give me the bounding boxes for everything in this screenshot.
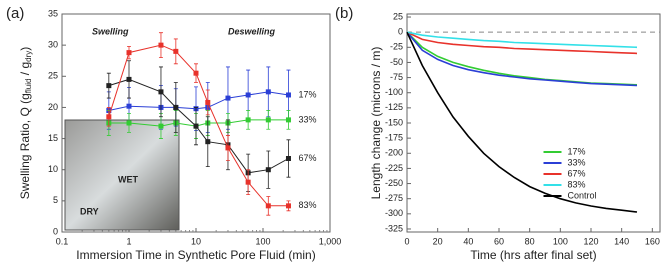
series-line (406, 31, 638, 49)
inset-label: WET (118, 174, 138, 184)
y-axis-label: Length change (microns / m) (369, 47, 383, 200)
series-line (406, 31, 638, 213)
marker (106, 114, 112, 120)
marker (126, 103, 132, 109)
marker (245, 179, 251, 185)
y-axis-label-part: / g (18, 62, 32, 79)
y-tick-label: 25 (48, 71, 58, 81)
series-line (406, 31, 638, 87)
y-axis-label-part: fluid (24, 79, 33, 94)
series-label: 67% (298, 153, 316, 163)
marker (285, 92, 291, 98)
y-tick-label: -50 (390, 57, 403, 67)
y-tick-label: 15 (48, 133, 58, 143)
legend-label: 83% (568, 179, 586, 189)
marker (225, 95, 231, 101)
series-line (108, 91, 289, 111)
y-tick-label: -100 (385, 87, 403, 97)
legend-label: Control (568, 190, 597, 200)
series-line (108, 44, 289, 207)
y-tick-label: 35 (48, 8, 58, 18)
marker (265, 89, 271, 95)
y-tick-label: 5 (53, 195, 58, 205)
marker (126, 76, 132, 82)
y-tick-label: -75 (390, 72, 403, 82)
x-tick-label: 80 (525, 236, 535, 246)
marker (193, 123, 199, 129)
marker (205, 139, 211, 145)
panel-label: (a) (6, 5, 24, 22)
marker (205, 99, 211, 105)
marker (285, 203, 291, 209)
series-label: 83% (298, 200, 316, 210)
y-tick-label: 25 (393, 11, 403, 21)
marker (225, 145, 231, 151)
marker (173, 48, 179, 54)
marker (126, 50, 132, 56)
y-tick-label: 20 (48, 102, 58, 112)
annotation: Deswelling (228, 26, 276, 36)
y-tick-label: -275 (385, 193, 403, 203)
y-tick-label: -225 (385, 163, 403, 173)
marker (245, 117, 251, 123)
marker (245, 92, 251, 98)
marker (285, 117, 291, 123)
x-tick-label: 0 (404, 236, 409, 246)
y-tick-label: -125 (385, 102, 403, 112)
x-tick-label: 160 (645, 236, 660, 246)
marker (265, 203, 271, 209)
series-line (406, 31, 638, 86)
legend-label: 33% (568, 157, 586, 167)
y-axis-label-part: ) (18, 47, 32, 51)
x-tick-label: 100 (553, 236, 568, 246)
y-tick-label: 30 (48, 40, 58, 50)
x-axis-label: Immersion Time in Synthetic Pore Fluid (… (76, 248, 315, 262)
series-label: 33% (298, 114, 316, 124)
x-tick-label: 1,000 (319, 236, 342, 246)
marker (158, 42, 164, 48)
x-tick-label: 0.1 (56, 236, 69, 246)
y-tick-label: -150 (385, 117, 403, 127)
y-tick-label: 10 (48, 164, 58, 174)
y-tick-label: -175 (385, 133, 403, 143)
y-tick-label: 0 (53, 226, 58, 236)
marker (158, 123, 164, 129)
x-tick-label: 20 (433, 236, 443, 246)
series-line (406, 31, 638, 55)
y-tick-label: -325 (385, 223, 403, 233)
y-tick-label: -25 (390, 42, 403, 52)
panel-label: (b) (335, 5, 353, 22)
series-label: 17% (298, 89, 316, 99)
inset-label: DRY (80, 206, 99, 216)
marker (158, 89, 164, 95)
x-tick-label: 140 (614, 236, 629, 246)
annotation: Swelling (92, 26, 129, 36)
y-axis-label-part: dry (24, 51, 33, 62)
x-axis-label: Time (hrs after final set) (470, 248, 596, 262)
y-tick-label: -300 (385, 208, 403, 218)
marker (126, 120, 132, 126)
marker (265, 167, 271, 173)
y-axis-label-part: Swelling Ratio, Q (g (18, 93, 32, 199)
marker (285, 156, 291, 162)
x-tick-label: 120 (583, 236, 598, 246)
legend-label: 67% (568, 168, 586, 178)
y-tick-label: -250 (385, 178, 403, 188)
marker (193, 70, 199, 76)
series-line (108, 119, 289, 127)
y-tick-label: -200 (385, 148, 403, 158)
y-tick-label: 0 (398, 27, 403, 37)
y-axis-label: Swelling Ratio, Q (gfluid / gdry) (18, 47, 33, 200)
x-tick-label: 100 (255, 236, 270, 246)
x-tick-label: 40 (463, 236, 473, 246)
marker (173, 104, 179, 110)
x-tick-label: 1 (126, 236, 131, 246)
marker (106, 83, 112, 89)
legend-label: 17% (568, 146, 586, 156)
x-tick-label: 60 (494, 236, 504, 246)
marker (265, 117, 271, 123)
x-tick-label: 10 (191, 236, 201, 246)
series-line (108, 78, 289, 174)
